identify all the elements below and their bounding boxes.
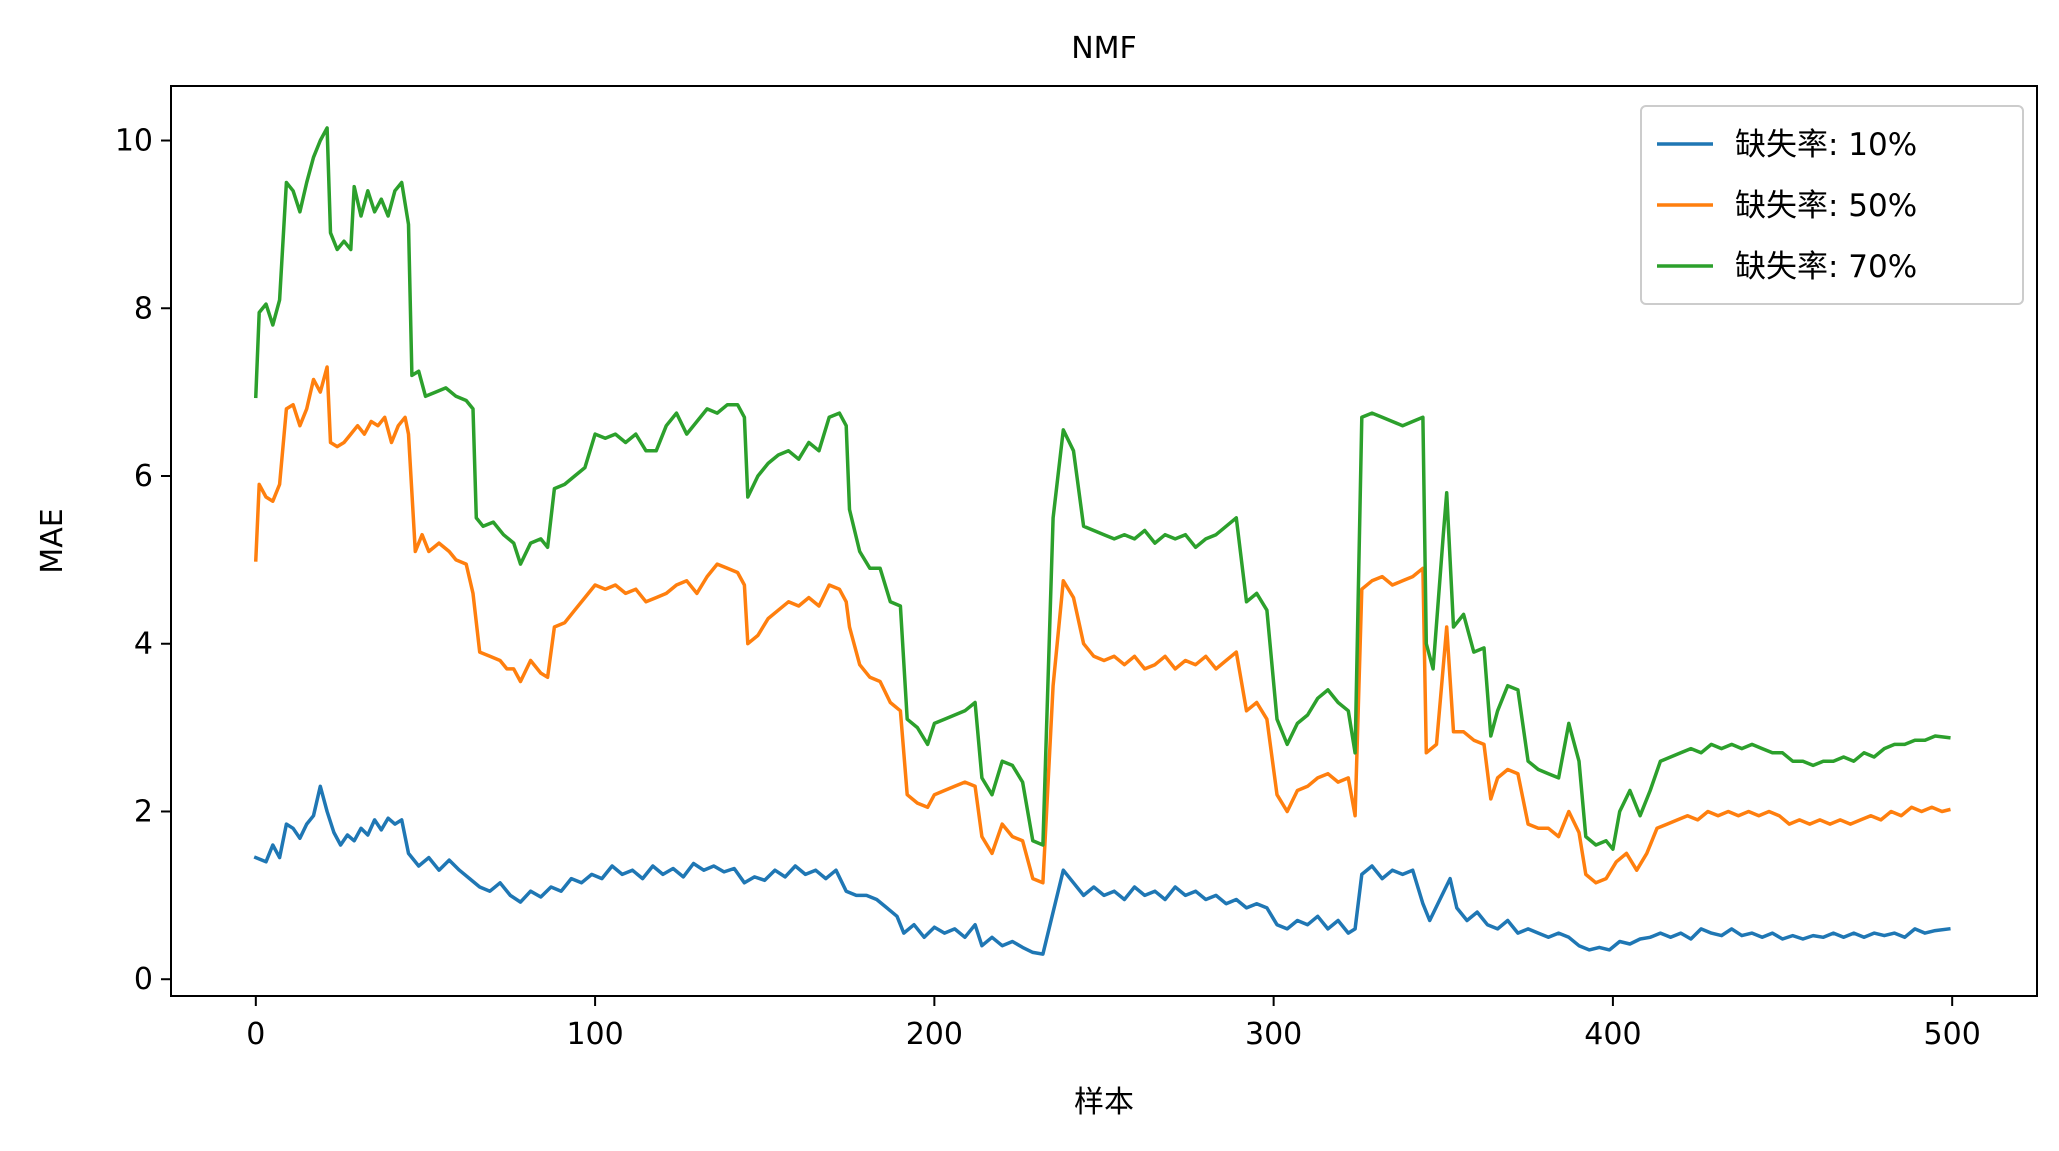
series-layer [253, 126, 1951, 956]
y-axis: 0 2 4 6 8 10 [115, 124, 171, 997]
series-line-1 [253, 784, 1951, 956]
y-tick-label: 0 [134, 962, 153, 997]
y-tick-label: 6 [134, 459, 153, 494]
legend-label: 缺失率: 50% [1735, 188, 1917, 224]
x-axis-label: 样本 [1074, 1085, 1134, 1120]
chart-title: NMF [1071, 31, 1137, 66]
y-axis-label: MAE [35, 508, 70, 573]
x-axis: 0 100 200 300 400 500 [246, 996, 1981, 1052]
y-tick-label: 10 [115, 124, 153, 159]
legend: 缺失率: 10% 缺失率: 50% 缺失率: 70% [1640, 105, 2024, 305]
plot-frame [170, 85, 2038, 997]
x-tick-label: 100 [566, 1017, 623, 1052]
x-tick-label: 300 [1245, 1017, 1302, 1052]
series-line-2 [253, 365, 1951, 885]
y-tick-label: 2 [134, 794, 153, 829]
x-tick-label: 0 [246, 1017, 265, 1052]
series-line-3 [253, 126, 1951, 851]
x-tick-label: 200 [906, 1017, 963, 1052]
y-tick-label: 8 [134, 291, 153, 326]
legend-item: 缺失率: 70% [1657, 249, 1917, 285]
x-tick-label: 400 [1584, 1017, 1641, 1052]
legend-item: 缺失率: 50% [1657, 188, 1917, 224]
legend-item: 缺失率: 10% [1657, 127, 1917, 163]
y-tick-label: 4 [134, 627, 153, 662]
legend-label: 缺失率: 10% [1735, 127, 1917, 163]
legend-box [1640, 105, 2024, 305]
legend-label: 缺失率: 70% [1735, 249, 1917, 285]
x-tick-label: 500 [1924, 1017, 1981, 1052]
